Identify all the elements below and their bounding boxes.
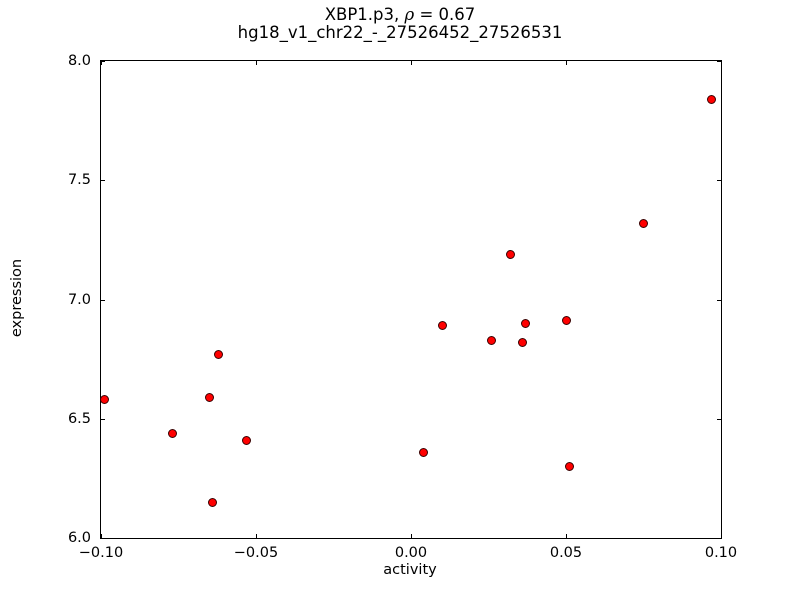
- y-tick-label: 7.0: [67, 291, 91, 308]
- x-tick-mark-top: [101, 60, 103, 65]
- scatter-point: [99, 395, 109, 405]
- scatter-point: [418, 447, 428, 457]
- scatter-point: [639, 218, 648, 228]
- scatter-points-layer: [99, 61, 721, 538]
- plot-axes-frame: −0.10 −0.05 0.00 0.05 0.10 6.0 6.5 7.0 7.5 8.0: [68, 53, 737, 561]
- x-tick-mark: [101, 534, 103, 539]
- x-tick-mark: [411, 534, 413, 539]
- y-tick-label: 6.0: [67, 530, 91, 546]
- x-tick-label: 0.05: [549, 545, 583, 561]
- x-tick-mark: [566, 534, 568, 539]
- y-tick-mark: [100, 418, 105, 420]
- scatter-point: [208, 497, 218, 507]
- scatter-point: [561, 316, 571, 326]
- y-tick-label: 7.5: [67, 172, 91, 189]
- title-correlation: = 0.67: [414, 5, 476, 24]
- scatter-point: [214, 349, 224, 359]
- x-tick-mark: [721, 534, 723, 539]
- y-tick-mark: [100, 299, 105, 301]
- scatter-point: [505, 249, 515, 259]
- y-tick-label: 8.0: [67, 53, 91, 69]
- x-tick-mark-top: [411, 60, 413, 65]
- chart-title: XBP1.p3, ρ = 0.67 hg18_v1_chr22_-_275264…: [0, 5, 800, 43]
- y-tick-mark: [100, 538, 105, 540]
- rho-symbol: ρ: [404, 5, 415, 24]
- y-tick-mark-right: [717, 538, 722, 540]
- x-tick-label: 0.10: [704, 545, 738, 561]
- scatter-point: [437, 321, 447, 331]
- x-tick-mark-top: [721, 60, 723, 65]
- x-tick-mark-top: [256, 60, 258, 65]
- scatter-point: [487, 335, 497, 345]
- title-line-1: XBP1.p3, ρ = 0.67: [0, 5, 800, 24]
- y-tick-label: 6.5: [67, 410, 91, 427]
- title-line-2: hg18_v1_chr22_-_27526452_27526531: [237, 23, 563, 43]
- x-tick-mark: [256, 534, 258, 539]
- y-tick-mark-right: [717, 61, 722, 63]
- scatter-point: [707, 94, 717, 104]
- scatter-point: [521, 318, 531, 328]
- title-series-name: XBP1.p3,: [324, 5, 405, 24]
- y-axis-label: expression: [9, 258, 25, 338]
- y-tick-mark-right: [717, 299, 722, 301]
- scatter-point: [167, 428, 177, 438]
- scatter-point: [242, 435, 252, 445]
- y-tick-mark: [100, 180, 105, 182]
- x-tick-label: −0.05: [233, 545, 279, 561]
- x-axis-label: activity: [383, 562, 437, 578]
- x-tick-mark-top: [566, 60, 568, 65]
- y-tick-mark-right: [717, 180, 722, 182]
- y-tick-mark: [100, 61, 105, 63]
- y-tick-mark-right: [717, 418, 722, 420]
- scatter-point: [205, 392, 214, 402]
- x-tick-label: −0.10: [78, 545, 124, 561]
- scatter-point: [564, 461, 574, 471]
- x-tick-label: 0.00: [394, 545, 428, 561]
- scatter-point: [518, 337, 528, 347]
